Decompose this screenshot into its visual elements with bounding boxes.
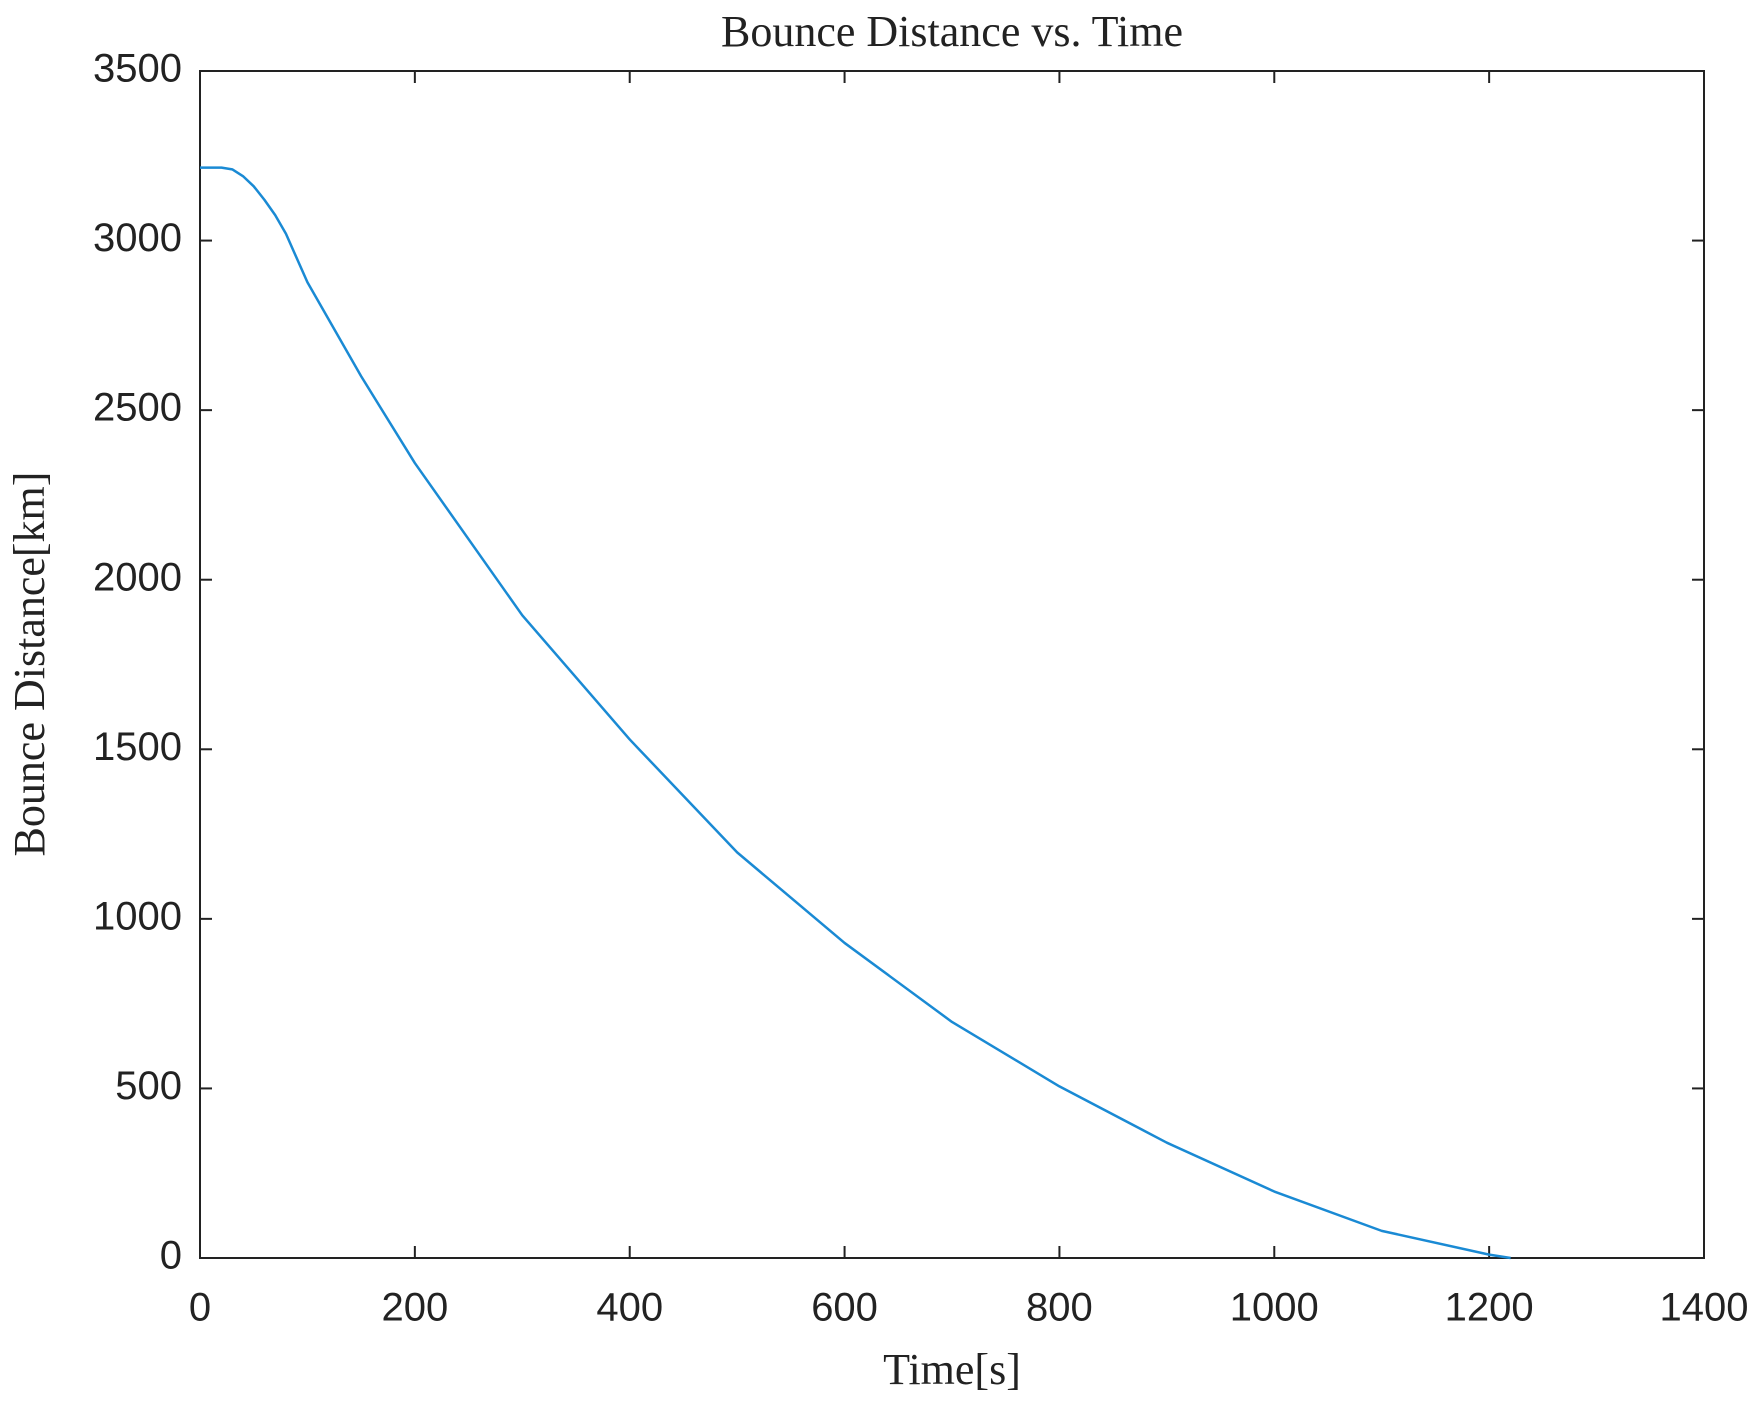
y-tick-label: 1500: [93, 725, 182, 769]
y-tick-label: 1000: [93, 894, 182, 938]
x-tick-label: 800: [1026, 1286, 1093, 1330]
x-tick-label: 1200: [1445, 1286, 1534, 1330]
x-tick-label: 200: [381, 1286, 448, 1330]
y-tick-label: 2000: [93, 555, 182, 599]
y-tick-label: 3000: [93, 216, 182, 260]
y-tick-label: 0: [160, 1234, 182, 1278]
x-tick-label: 1400: [1660, 1286, 1749, 1330]
x-tick-label: 0: [189, 1286, 211, 1330]
x-tick-label: 600: [811, 1286, 878, 1330]
data-line: [200, 166, 1511, 1260]
x-axis-label: Time[s]: [883, 1345, 1021, 1394]
y-tick-label: 500: [115, 1064, 182, 1108]
y-axis-label: Bounce Distance[km]: [5, 472, 54, 857]
x-tick-label: 400: [596, 1286, 663, 1330]
plot-frame: [199, 70, 1705, 1259]
x-tick-label: 1000: [1230, 1286, 1319, 1330]
y-tick-label: 3500: [93, 47, 182, 91]
chart-title: Bounce Distance vs. Time: [721, 7, 1183, 56]
y-tick-label: 2500: [93, 386, 182, 430]
